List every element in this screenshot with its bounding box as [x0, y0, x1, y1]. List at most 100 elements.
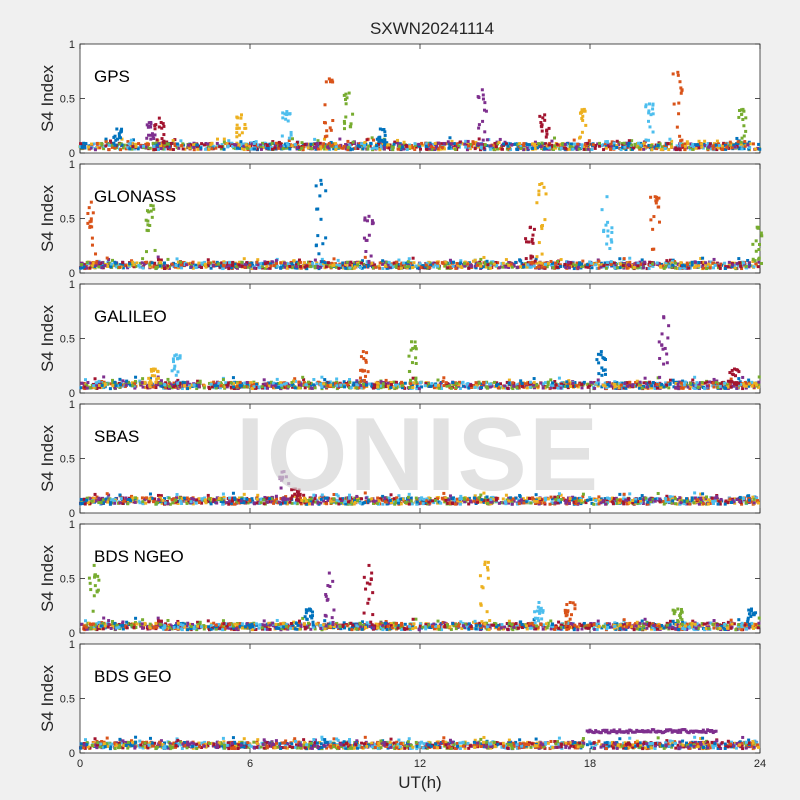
- data-point: [736, 383, 740, 387]
- data-point: [557, 265, 561, 269]
- data-point: [424, 263, 428, 267]
- spike-point: [145, 136, 149, 140]
- data-point: [387, 146, 391, 150]
- data-point: [536, 386, 540, 390]
- spike-point: [363, 218, 367, 222]
- data-point: [277, 140, 281, 144]
- data-point: [451, 380, 455, 384]
- data-point: [397, 267, 401, 271]
- data-point: [393, 387, 397, 391]
- data-point: [405, 147, 409, 151]
- data-point: [675, 266, 679, 270]
- data-point: [569, 384, 573, 388]
- data-point: [142, 144, 146, 148]
- data-point: [625, 141, 629, 145]
- data-point: [576, 265, 580, 269]
- data-point: [379, 381, 383, 385]
- data-point: [131, 384, 135, 388]
- spike-point: [90, 225, 94, 229]
- data-point: [334, 147, 338, 151]
- spike-point: [535, 255, 539, 259]
- data-point: [362, 382, 366, 386]
- data-point: [593, 386, 597, 390]
- data-point: [691, 147, 695, 151]
- data-point: [572, 384, 576, 388]
- data-point: [295, 265, 299, 269]
- data-point: [604, 384, 608, 388]
- data-point: [685, 262, 689, 266]
- spike-peak: [327, 77, 331, 81]
- data-point: [592, 381, 596, 385]
- data-point: [669, 142, 673, 146]
- data-point: [363, 265, 367, 269]
- spike-point: [740, 136, 744, 140]
- data-point: [148, 265, 152, 269]
- data-point: [215, 141, 219, 145]
- data-point: [320, 257, 324, 261]
- spike-point: [741, 117, 745, 121]
- data-point: [136, 147, 140, 151]
- data-point: [747, 147, 751, 151]
- data-point: [306, 260, 310, 264]
- data-point: [597, 141, 601, 145]
- data-point: [214, 262, 218, 266]
- data-point: [478, 260, 482, 264]
- data-point: [345, 260, 349, 264]
- data-point: [429, 263, 433, 267]
- spike-point: [647, 111, 651, 115]
- y-tick-label: 0: [69, 148, 75, 160]
- data-point: [624, 264, 628, 268]
- data-point: [79, 144, 83, 148]
- data-point: [634, 380, 638, 384]
- spike-point: [120, 127, 124, 131]
- data-point: [325, 147, 329, 151]
- data-point: [532, 386, 536, 390]
- data-point: [624, 147, 628, 151]
- data-point: [312, 378, 316, 382]
- data-point: [221, 378, 225, 382]
- data-point: [414, 145, 418, 149]
- data-point: [409, 382, 413, 386]
- data-point: [415, 382, 419, 386]
- data-point: [108, 387, 112, 391]
- data-point: [633, 142, 637, 146]
- data-point: [200, 142, 204, 146]
- data-point: [327, 384, 331, 388]
- data-point: [718, 384, 722, 388]
- data-point: [522, 142, 526, 146]
- data-point: [344, 145, 348, 149]
- data-point: [277, 385, 281, 389]
- data-point: [719, 382, 723, 386]
- data-point: [377, 146, 381, 150]
- data-point: [263, 266, 267, 270]
- spike-point: [414, 356, 418, 360]
- data-point: [459, 494, 463, 498]
- data-point: [554, 261, 558, 265]
- data-point: [282, 144, 286, 148]
- data-point: [356, 261, 360, 265]
- data-point: [235, 141, 239, 145]
- data-point: [119, 381, 123, 385]
- spike-point: [658, 356, 662, 360]
- data-point: [413, 143, 417, 147]
- spike-point: [367, 233, 371, 237]
- data-point: [163, 383, 167, 387]
- data-point: [538, 261, 542, 265]
- data-point: [410, 144, 414, 148]
- data-point: [656, 144, 660, 148]
- data-point: [100, 261, 104, 265]
- data-point: [306, 380, 310, 384]
- data-point: [308, 260, 312, 264]
- data-point: [322, 142, 326, 146]
- data-point: [362, 385, 366, 389]
- spike-peak: [543, 113, 547, 117]
- data-point: [746, 258, 750, 262]
- spike-point: [477, 126, 481, 130]
- data-point: [458, 140, 462, 144]
- data-point: [424, 382, 428, 386]
- data-point: [325, 383, 329, 387]
- spike-point: [535, 201, 539, 205]
- data-point: [556, 260, 560, 264]
- data-point: [166, 257, 170, 261]
- data-point: [222, 140, 226, 144]
